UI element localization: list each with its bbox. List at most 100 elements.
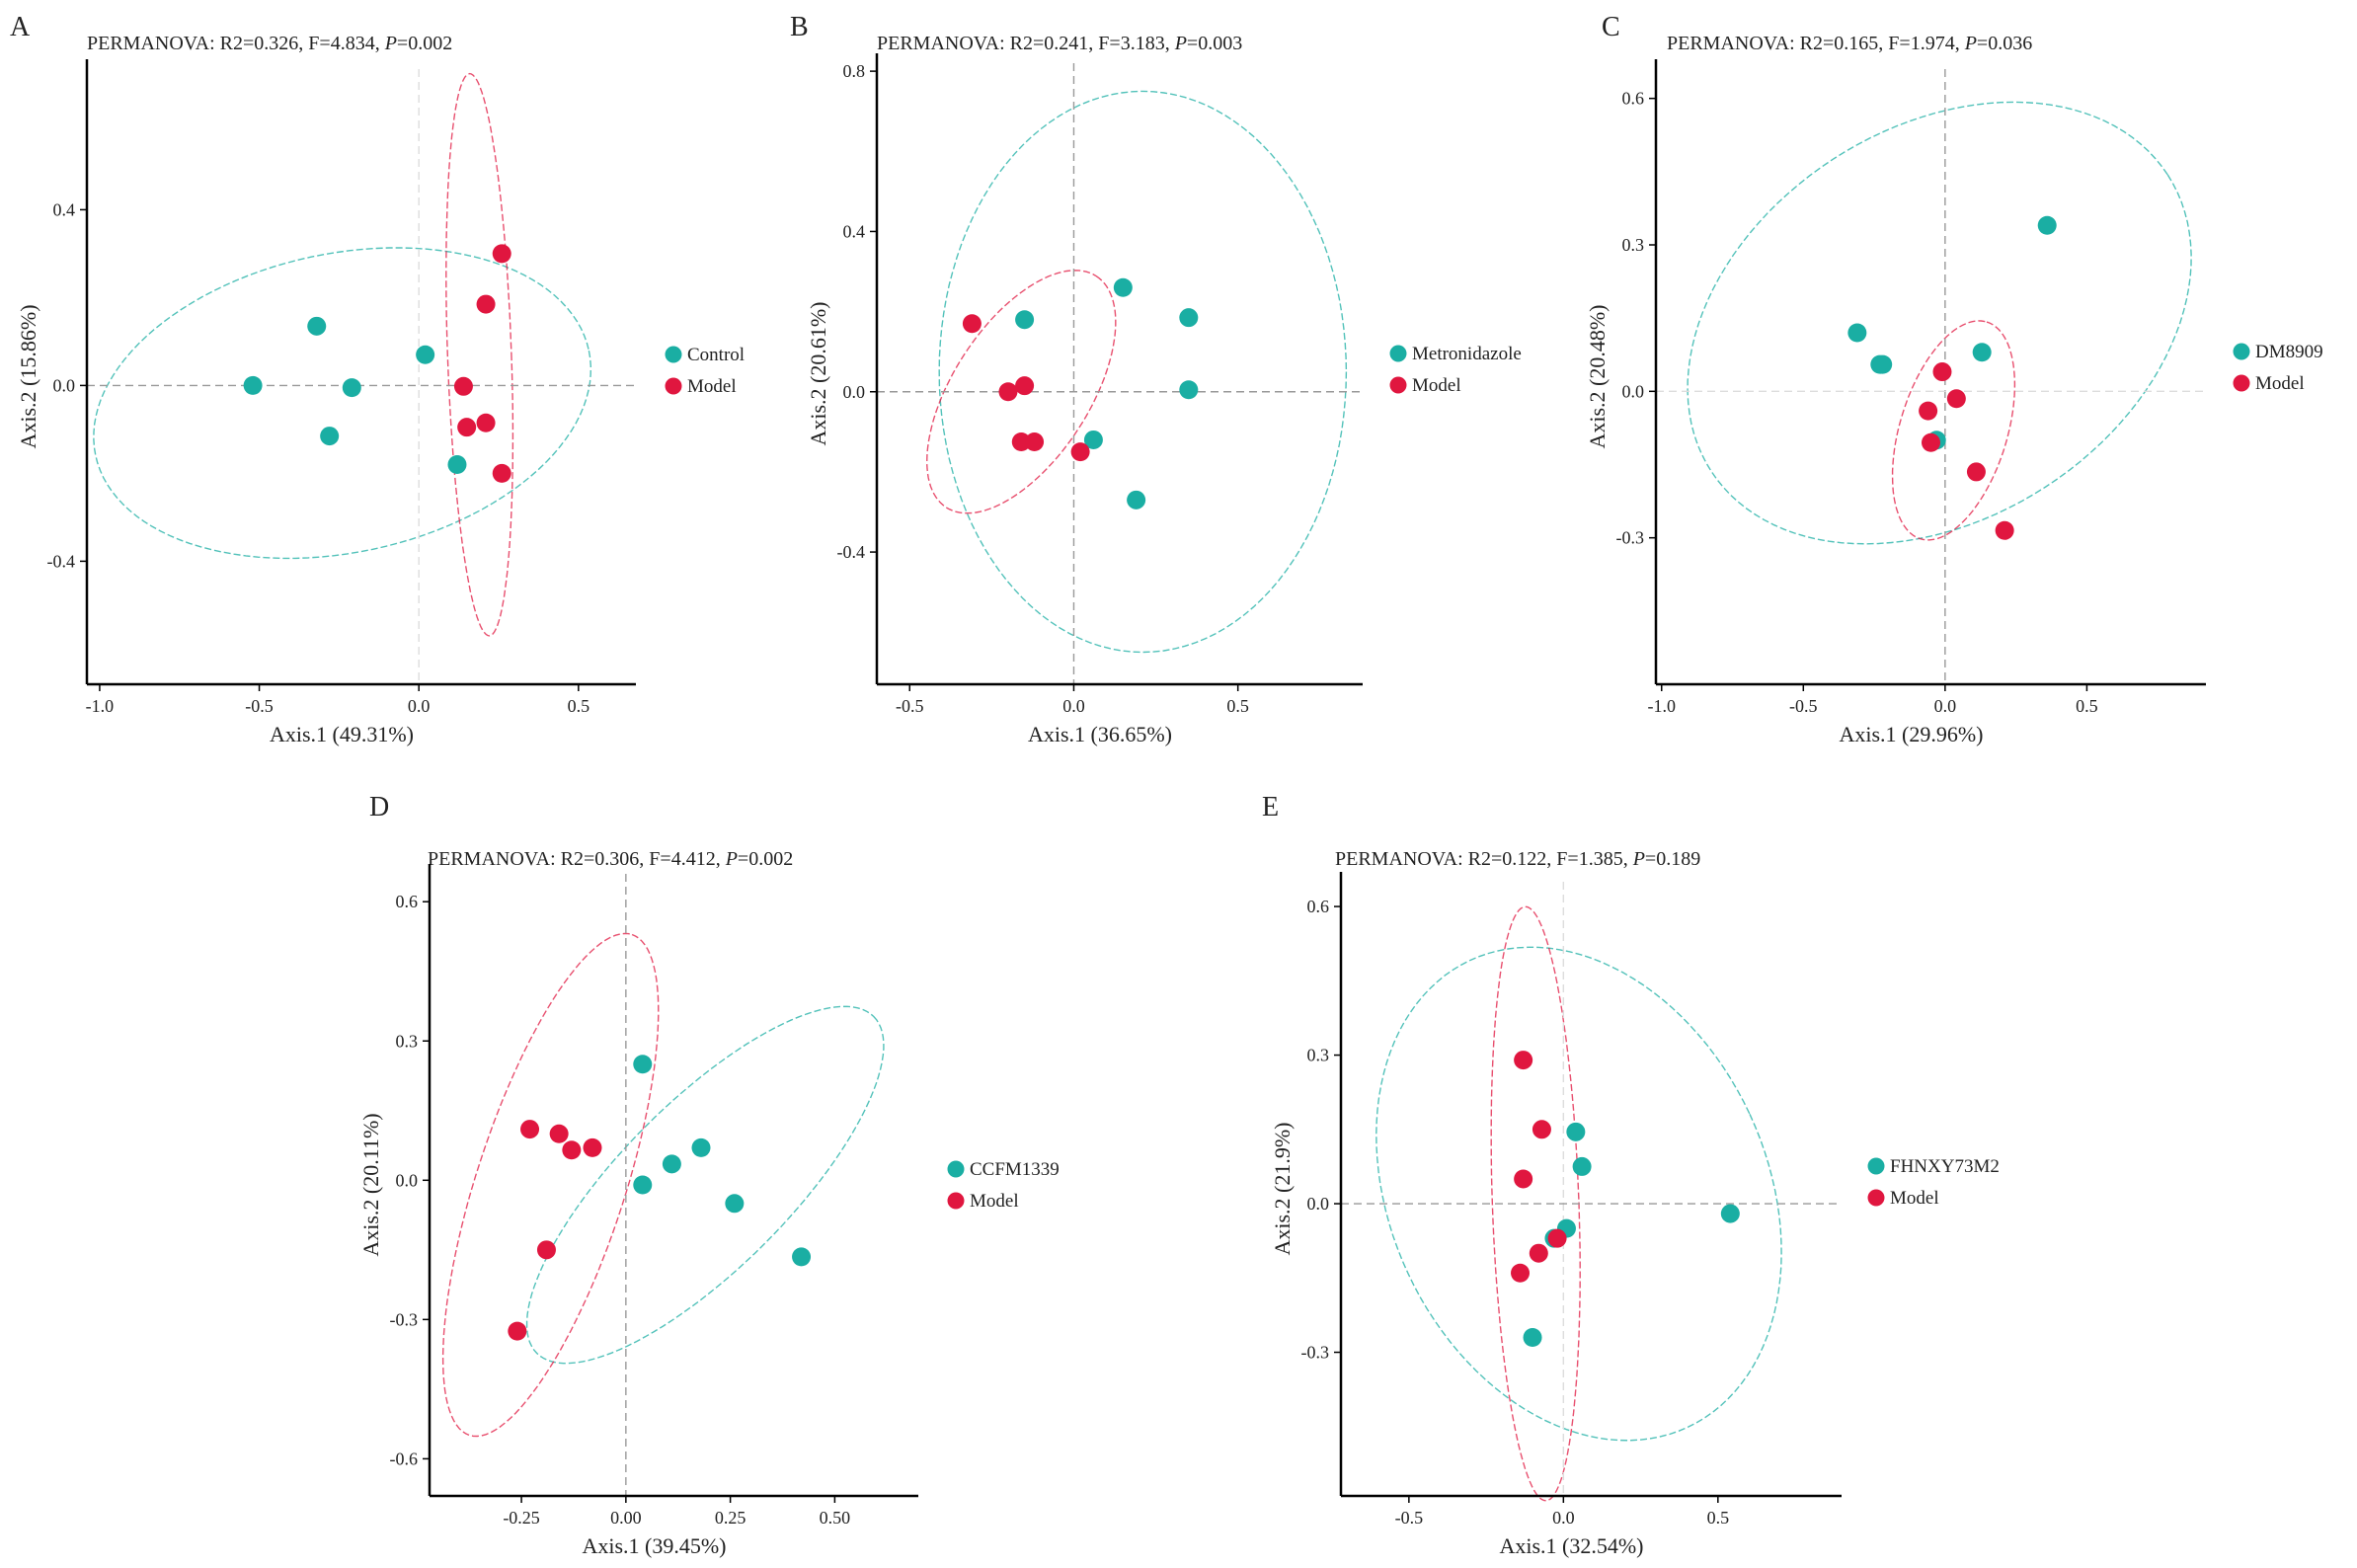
title-prefix: PERMANOVA: xyxy=(1335,848,1468,870)
y-tick-label: 0.4 xyxy=(53,199,76,219)
confidence-ellipse-model xyxy=(1490,905,1581,1502)
y-tick-label: 0.0 xyxy=(53,375,76,395)
data-point-model xyxy=(492,463,511,483)
data-point-model xyxy=(1529,1243,1548,1263)
data-point-model xyxy=(520,1120,540,1139)
confidence-ellipse-model xyxy=(925,270,1117,514)
panel-letter: E xyxy=(1262,792,1279,823)
confidence-ellipse-model xyxy=(441,932,660,1438)
x-tick-label: -0.5 xyxy=(1395,1508,1424,1528)
title-prefix: PERMANOVA: xyxy=(87,33,220,54)
series-model xyxy=(453,244,511,483)
title-prefix: PERMANOVA: xyxy=(428,848,561,870)
x-tick-label: 0.0 xyxy=(1552,1508,1575,1528)
data-point-model xyxy=(1025,431,1045,451)
x-tick-label: 0.5 xyxy=(568,696,590,716)
data-point-model xyxy=(536,1240,556,1260)
data-point-fhnxy73m2 xyxy=(1566,1122,1586,1141)
y-tick-label: -0.4 xyxy=(47,551,76,571)
data-point-model xyxy=(492,244,511,264)
legend-label: Model xyxy=(970,1191,1019,1212)
panel-E: E PERMANOVA: R2=0.122, F=1.385, P=0.189 -0… xyxy=(1262,792,2000,1558)
data-point-ccfm1339 xyxy=(725,1194,745,1214)
title-stats: R2=0.122, F=1.385, xyxy=(1468,848,1633,870)
permanova-title: PERMANOVA: R2=0.165, F=1.974, P=0.036 xyxy=(1667,33,2032,54)
data-point-model xyxy=(453,376,473,396)
x-axis-label: Axis.1 (39.45%) xyxy=(582,1533,726,1558)
title-p-symbol: P xyxy=(1632,848,1645,870)
panel-B: B PERMANOVA: R2=0.241, F=3.183, P=0.003 -0… xyxy=(790,12,1522,746)
title-stats: R2=0.326, F=4.834, xyxy=(220,33,385,54)
confidence-ellipse-metronidazole xyxy=(938,90,1348,654)
panel-letter: C xyxy=(1602,12,1620,42)
data-point-model xyxy=(457,418,477,437)
series-control xyxy=(243,316,467,474)
data-point-control xyxy=(307,316,327,336)
legend-marker-model xyxy=(2233,374,2250,392)
data-point-control xyxy=(416,345,435,364)
data-point-fhnxy73m2 xyxy=(1523,1327,1542,1347)
legend-marker-model xyxy=(1389,376,1407,394)
x-tick-label: 0.5 xyxy=(1226,696,1249,716)
legend-marker-model xyxy=(947,1192,965,1210)
x-tick-label: 0.0 xyxy=(1062,696,1085,716)
data-point-model xyxy=(962,314,982,334)
data-point-dm8909 xyxy=(1847,323,1867,343)
panel-D: D PERMANOVA: R2=0.306, F=4.412, P=0.002 -0… xyxy=(358,792,1060,1558)
data-point-model xyxy=(998,382,1018,402)
title-p-symbol: P xyxy=(384,33,397,54)
data-point-model xyxy=(1511,1263,1531,1283)
data-point-model xyxy=(1514,1169,1533,1189)
x-tick-label: -0.5 xyxy=(245,696,274,716)
title-p-value: =0.189 xyxy=(1645,848,1700,870)
y-tick-label: 0.0 xyxy=(1307,1194,1330,1214)
x-tick-label: 0.5 xyxy=(2076,696,2098,716)
data-point-dm8909 xyxy=(1873,354,1893,374)
y-tick-label: 0.0 xyxy=(843,382,866,402)
series-model xyxy=(1919,362,2014,540)
title-p-value: =0.036 xyxy=(1977,33,2032,54)
data-point-metronidazole xyxy=(1179,308,1199,328)
y-tick-label: -0.3 xyxy=(1616,528,1645,548)
data-point-model xyxy=(1919,401,1938,421)
confidence-ellipse-ccfm1339 xyxy=(525,1005,885,1365)
data-point-model xyxy=(1946,389,1966,409)
title-p-symbol: P xyxy=(1174,33,1187,54)
data-point-fhnxy73m2 xyxy=(1720,1204,1740,1223)
data-point-ccfm1339 xyxy=(633,1175,653,1195)
confidence-ellipse-dm8909 xyxy=(1687,101,2192,545)
data-point-ccfm1339 xyxy=(691,1137,711,1157)
data-point-metronidazole xyxy=(1015,310,1035,330)
data-point-model xyxy=(1070,442,1090,462)
confidence-ellipse-control xyxy=(93,247,592,560)
x-tick-label: -1.0 xyxy=(1647,696,1676,716)
series-metronidazole xyxy=(1015,277,1199,510)
x-axis-label: Axis.1 (36.65%) xyxy=(1028,722,1172,746)
y-tick-label: 0.3 xyxy=(396,1031,419,1051)
data-point-model xyxy=(562,1140,582,1160)
confidence-ellipse-model xyxy=(445,72,514,637)
legend-label: FHNXY73M2 xyxy=(1890,1156,2000,1177)
data-point-ccfm1339 xyxy=(633,1055,653,1074)
panel-A: A PERMANOVA: R2=0.326, F=4.834, P=0.002 -1… xyxy=(10,12,745,746)
data-point-control xyxy=(243,375,263,395)
x-tick-label: 0.00 xyxy=(610,1508,642,1528)
panel-letter: B xyxy=(790,12,809,42)
x-tick-label: -1.0 xyxy=(86,696,115,716)
legend-label: Control xyxy=(687,345,745,365)
permanova-title: PERMANOVA: R2=0.241, F=3.183, P=0.003 xyxy=(877,33,1242,54)
title-prefix: PERMANOVA: xyxy=(1667,33,1800,54)
y-tick-label: -0.3 xyxy=(390,1309,419,1329)
data-point-dm8909 xyxy=(2037,215,2057,235)
panel-C: C PERMANOVA: R2=0.165, F=1.974, P=0.036 -1… xyxy=(1585,12,2323,746)
x-tick-label: 0.5 xyxy=(1707,1508,1730,1528)
data-point-model xyxy=(1932,362,1952,382)
data-point-control xyxy=(320,427,340,446)
data-point-model xyxy=(549,1124,569,1143)
legend-marker-model xyxy=(1867,1189,1885,1207)
y-tick-label: 0.4 xyxy=(843,221,866,241)
y-tick-label: 0.0 xyxy=(1622,381,1645,401)
y-tick-label: -0.3 xyxy=(1301,1343,1330,1363)
data-point-model xyxy=(1015,376,1035,396)
data-point-model xyxy=(476,294,496,314)
